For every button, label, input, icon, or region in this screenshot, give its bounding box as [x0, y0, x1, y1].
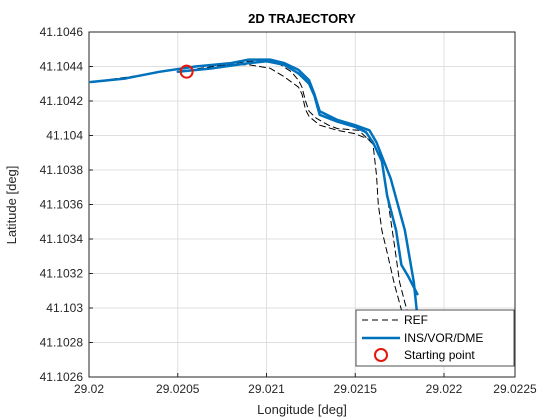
legend-start-label: Starting point [404, 348, 475, 362]
y-tick-label: 41.1036 [40, 198, 84, 212]
legend: REF INS/VOR/DME Starting point [355, 309, 515, 367]
y-tick-label: 41.103 [46, 301, 83, 315]
x-tick-label: 29.021 [248, 382, 285, 396]
x-tick-label: 29.0215 [334, 382, 378, 396]
series-layer [89, 58, 419, 329]
legend-ref-label: REF [404, 313, 428, 327]
y-tick-label: 41.1032 [40, 267, 84, 281]
starting-point-marker [179, 64, 194, 79]
y-tick-label: 41.1028 [40, 336, 84, 350]
legend-start-swatch [374, 348, 388, 362]
ref-series-line [90, 64, 411, 321]
y-tick-label: 41.1042 [40, 94, 84, 108]
x-axis-label: Longitude [deg] [257, 402, 347, 417]
y-tick-label: 41.1044 [40, 60, 84, 74]
x-tick-label: 29.022 [426, 382, 463, 396]
y-tick-label: 41.1034 [40, 232, 84, 246]
start-layer [179, 64, 194, 79]
y-axis-label: Latitude [deg] [4, 166, 19, 245]
chart-title: 2D TRAJECTORY [248, 11, 356, 26]
y-tick-label: 41.1046 [40, 25, 84, 39]
x-tick-label: 29.0205 [156, 382, 200, 396]
axis-ticks: 29.02 29.0205 29.021 29.0215 29.022 29.0225 41… [40, 25, 537, 396]
legend-ins-label: INS/VOR/DME [404, 331, 483, 345]
x-tick-label: 29.02 [74, 382, 104, 396]
x-tick-label: 29.0225 [493, 382, 537, 396]
y-tick-label: 41.104 [46, 129, 83, 143]
y-tick-label: 41.1026 [40, 370, 84, 384]
ins-series-line [176, 60, 419, 296]
y-tick-label: 41.1038 [40, 163, 84, 177]
